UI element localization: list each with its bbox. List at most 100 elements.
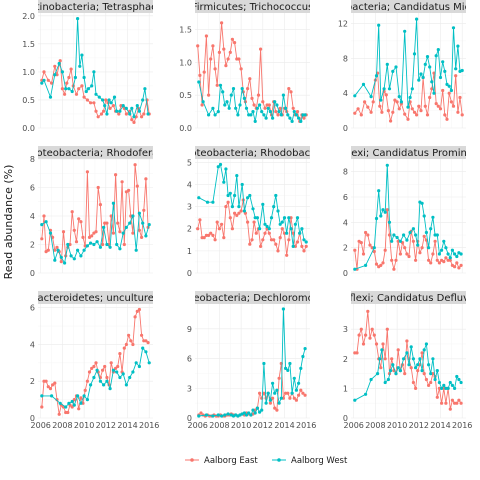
- data-point: [76, 248, 80, 252]
- data-point: [383, 210, 387, 214]
- data-point: [137, 307, 141, 312]
- data-point: [444, 386, 448, 390]
- data-point: [278, 222, 282, 226]
- data-point: [135, 104, 139, 108]
- data-point: [292, 396, 296, 400]
- data-point: [301, 391, 305, 395]
- data-point: [396, 366, 400, 370]
- data-point: [92, 101, 96, 105]
- data-point: [53, 248, 57, 252]
- data-point: [118, 247, 122, 251]
- data-point: [298, 231, 302, 235]
- data-point: [247, 411, 251, 415]
- x-tick-label: 2016: [296, 421, 316, 430]
- data-point: [107, 98, 111, 102]
- data-point: [427, 363, 431, 367]
- data-point: [50, 81, 54, 85]
- panel-6: Chloroflexi; Candidatus Promineofilum 0 2 4…: [343, 146, 466, 278]
- data-point: [424, 230, 428, 235]
- y-tick-label: 1.5: [179, 25, 192, 34]
- data-point: [411, 357, 415, 361]
- panels: Actinobacteria; Tetrasphaera 0.0 0.5 1.0 1.5…: [22, 0, 472, 430]
- data-point: [295, 110, 300, 114]
- data-point: [223, 103, 227, 107]
- data-point: [255, 216, 259, 220]
- data-point: [82, 248, 86, 252]
- data-point: [277, 110, 281, 114]
- data-point: [385, 327, 389, 331]
- data-point: [118, 109, 122, 113]
- data-point: [121, 372, 125, 376]
- data-point: [383, 248, 387, 252]
- data-point: [397, 95, 401, 99]
- data-point: [236, 113, 240, 117]
- data-point: [297, 381, 301, 385]
- data-point: [98, 245, 102, 249]
- data-point: [275, 388, 279, 392]
- data-point: [111, 104, 115, 108]
- data-point: [290, 391, 294, 395]
- data-point: [395, 235, 399, 240]
- data-point: [275, 408, 279, 412]
- data-point: [246, 220, 250, 224]
- data-point: [259, 244, 263, 248]
- data-point: [385, 208, 389, 212]
- data-point: [383, 357, 387, 361]
- data-point: [280, 220, 284, 224]
- data-point: [260, 396, 264, 400]
- data-point: [297, 393, 301, 397]
- data-point: [197, 196, 201, 200]
- x-tick-label: 2014: [274, 421, 294, 430]
- data-point: [269, 238, 274, 242]
- y-tick-label: 2.0: [22, 12, 35, 21]
- data-point: [202, 70, 206, 74]
- data-point: [122, 242, 126, 247]
- data-point: [455, 401, 459, 405]
- y-tick-label: 0: [30, 414, 35, 423]
- data-point: [434, 102, 438, 106]
- data-point: [133, 315, 137, 319]
- data-point: [441, 60, 445, 64]
- data-point: [448, 258, 452, 262]
- data-point: [224, 205, 228, 209]
- data-point: [281, 307, 285, 311]
- data-point: [134, 361, 138, 365]
- data-point: [147, 223, 151, 227]
- data-point: [142, 112, 146, 116]
- data-point: [420, 351, 424, 355]
- data-point: [427, 246, 431, 250]
- data-point: [391, 110, 395, 114]
- data-point: [221, 90, 225, 94]
- data-point: [239, 209, 243, 213]
- y-tick-label: 2: [343, 355, 348, 364]
- data-point: [229, 93, 233, 97]
- data-point: [380, 348, 384, 352]
- data-point: [144, 177, 148, 181]
- data-point: [50, 394, 54, 398]
- data-point: [77, 407, 81, 411]
- data-point: [234, 106, 238, 110]
- data-point: [259, 47, 263, 51]
- data-point: [58, 59, 62, 63]
- data-point: [72, 403, 76, 407]
- x-tick-label: 2006: [188, 421, 208, 430]
- y-tick-label: 4: [187, 180, 192, 189]
- data-point: [94, 361, 98, 365]
- x-tick-label: 2016: [452, 421, 472, 430]
- data-point: [79, 220, 83, 224]
- facet-strip: [38, 291, 153, 304]
- data-point: [408, 95, 412, 100]
- data-point: [454, 67, 458, 71]
- facet-strip: [195, 291, 310, 304]
- data-point: [103, 104, 107, 108]
- y-tick-label: 6: [30, 184, 35, 193]
- series-line-aalborg-west: [198, 164, 307, 247]
- data-point: [282, 231, 287, 235]
- y-tick-label: 0.0: [179, 124, 192, 133]
- data-point: [78, 64, 82, 68]
- data-point: [226, 200, 230, 204]
- data-point: [422, 348, 426, 352]
- data-point: [80, 53, 84, 57]
- data-point: [268, 110, 272, 114]
- data-point: [419, 72, 423, 76]
